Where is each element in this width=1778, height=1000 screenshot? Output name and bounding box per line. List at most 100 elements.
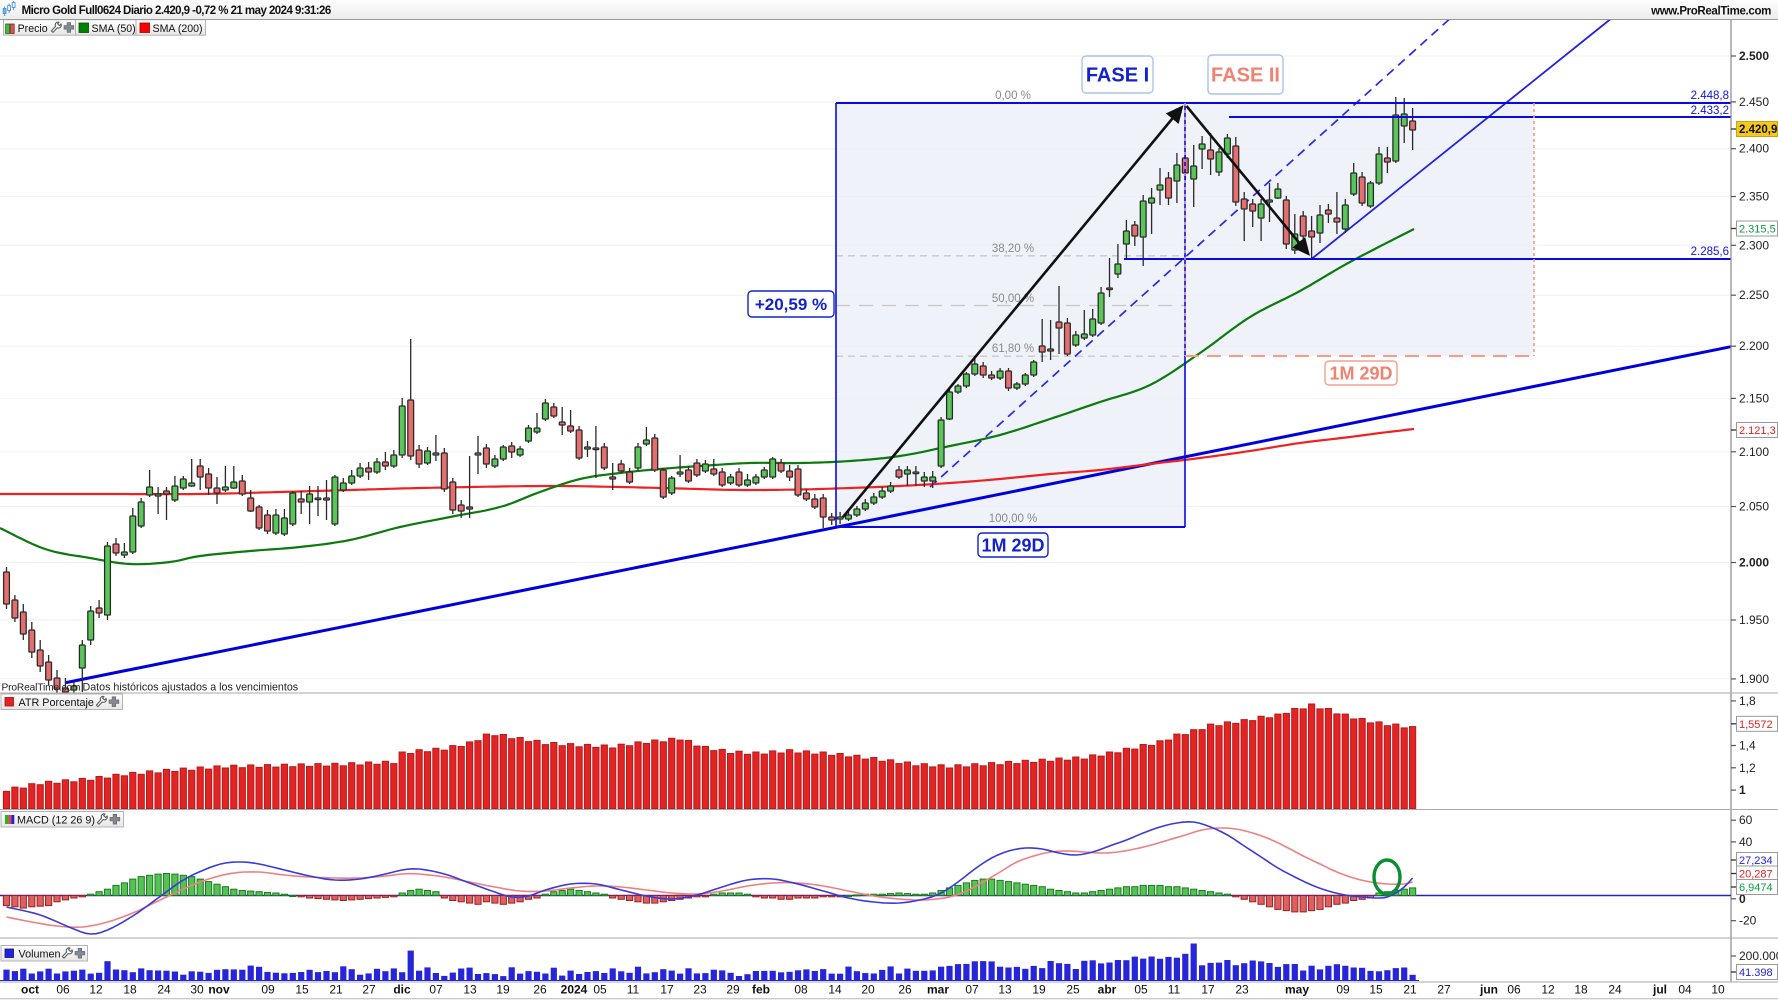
svg-text:Precio: Precio (18, 23, 48, 35)
svg-text:2.250: 2.250 (1739, 288, 1769, 302)
svg-text:1,8: 1,8 (1739, 694, 1756, 708)
svg-text:07: 07 (965, 983, 979, 997)
svg-text:23: 23 (693, 983, 707, 997)
svg-text:Volumen: Volumen (19, 948, 61, 960)
svg-text:2.400: 2.400 (1739, 142, 1769, 156)
svg-text:jun: jun (1479, 983, 1498, 997)
svg-text:2.433,2: 2.433,2 (1691, 105, 1729, 117)
svg-text:Datos históricos ajustados a l: Datos históricos ajustados a los vencimi… (83, 682, 299, 694)
svg-text:23: 23 (1235, 983, 1249, 997)
svg-text:2.450: 2.450 (1739, 95, 1769, 109)
svg-text:15: 15 (1369, 983, 1383, 997)
svg-text:SMA (50): SMA (50) (92, 23, 136, 35)
svg-text:19: 19 (496, 983, 510, 997)
svg-text:12: 12 (1541, 983, 1555, 997)
svg-text:07: 07 (429, 983, 443, 997)
svg-text:1,5572: 1,5572 (1739, 719, 1773, 731)
svg-text:2.000: 2.000 (1739, 556, 1769, 570)
svg-text:09: 09 (261, 983, 275, 997)
svg-text:1.950: 1.950 (1739, 613, 1769, 627)
svg-text:30: 30 (190, 983, 204, 997)
svg-text:13: 13 (998, 983, 1012, 997)
svg-text:0,00 %: 0,00 % (995, 90, 1031, 102)
svg-text:18: 18 (123, 983, 137, 997)
svg-text:38,20 %: 38,20 % (992, 243, 1034, 255)
svg-text:MACD (12 26 9): MACD (12 26 9) (17, 814, 95, 826)
svg-text:1,2: 1,2 (1739, 761, 1756, 775)
svg-text:11: 11 (1168, 983, 1181, 997)
svg-text:may: may (1285, 983, 1309, 997)
svg-text:2.350: 2.350 (1739, 190, 1769, 204)
svg-text:100,00 %: 100,00 % (989, 513, 1038, 525)
svg-text:15: 15 (295, 983, 309, 997)
svg-text:18: 18 (1574, 983, 1588, 997)
svg-text:www.ProRealTime.com: www.ProRealTime.com (1650, 6, 1771, 18)
svg-text:1,4: 1,4 (1739, 739, 1756, 753)
svg-text:26: 26 (898, 983, 912, 997)
svg-text:jul: jul (1652, 983, 1667, 997)
svg-text:09: 09 (1336, 983, 1350, 997)
svg-text:2.100: 2.100 (1739, 445, 1769, 459)
svg-text:25: 25 (1066, 983, 1080, 997)
svg-text:08: 08 (794, 983, 808, 997)
svg-text:mar: mar (927, 983, 949, 997)
svg-text:19: 19 (1032, 983, 1046, 997)
svg-text:200.000: 200.000 (1739, 949, 1778, 963)
svg-text:29: 29 (726, 983, 740, 997)
svg-text:05: 05 (593, 983, 607, 997)
svg-text:04: 04 (1678, 983, 1692, 997)
svg-text:20,287: 20,287 (1739, 869, 1773, 881)
svg-text:nov: nov (208, 983, 230, 997)
svg-text:06: 06 (56, 983, 70, 997)
svg-text:14: 14 (828, 983, 842, 997)
svg-text:2.200: 2.200 (1739, 339, 1769, 353)
svg-text:61,80 %: 61,80 % (992, 343, 1034, 355)
svg-text:50,00 %: 50,00 % (992, 293, 1034, 305)
svg-text:1M 29D: 1M 29D (981, 535, 1044, 555)
svg-text:12: 12 (89, 983, 103, 997)
svg-text:abr: abr (1098, 983, 1117, 997)
svg-text:10: 10 (1711, 983, 1725, 997)
svg-text:2.315,5: 2.315,5 (1739, 224, 1776, 236)
svg-text:2.300: 2.300 (1739, 238, 1769, 252)
svg-text:1M 29D: 1M 29D (1329, 363, 1392, 383)
svg-text:2024: 2024 (561, 983, 588, 997)
svg-text:27,234: 27,234 (1739, 855, 1773, 867)
svg-text:2.285,6: 2.285,6 (1691, 246, 1729, 258)
svg-text:24: 24 (157, 983, 171, 997)
svg-text:41.398: 41.398 (1739, 967, 1773, 979)
svg-text:oct: oct (21, 983, 39, 997)
svg-text:40: 40 (1739, 835, 1753, 849)
svg-text:27: 27 (362, 983, 376, 997)
svg-text:-20: -20 (1739, 914, 1757, 928)
svg-text:17: 17 (1201, 983, 1215, 997)
svg-text:0: 0 (1739, 892, 1746, 906)
svg-text:27: 27 (1437, 983, 1451, 997)
svg-text:dic: dic (393, 983, 411, 997)
svg-text:6,9474: 6,9474 (1739, 882, 1773, 894)
svg-text:2.050: 2.050 (1739, 500, 1769, 514)
svg-text:21: 21 (1403, 983, 1417, 997)
svg-text:+20,59 %: +20,59 % (755, 295, 827, 314)
svg-text:FASE II: FASE II (1211, 65, 1280, 87)
svg-text:26: 26 (533, 983, 547, 997)
svg-text:05: 05 (1134, 983, 1148, 997)
svg-text:24: 24 (1608, 983, 1622, 997)
svg-text:17: 17 (660, 983, 674, 997)
svg-text:21: 21 (329, 983, 343, 997)
svg-text:ATR Porcentaje: ATR Porcentaje (19, 697, 94, 709)
svg-text:feb: feb (752, 983, 770, 997)
svg-text:2.121,3: 2.121,3 (1739, 425, 1776, 437)
svg-text:60: 60 (1739, 813, 1753, 827)
svg-text:Micro Gold Full0624 Diario 2.4: Micro Gold Full0624 Diario 2.420,9 -0,72… (22, 5, 331, 17)
svg-text:2.150: 2.150 (1739, 391, 1769, 405)
svg-text:SMA (200): SMA (200) (153, 23, 203, 35)
svg-text:13: 13 (463, 983, 477, 997)
svg-text:06: 06 (1507, 983, 1521, 997)
svg-text:11: 11 (627, 983, 640, 997)
svg-text:2.500: 2.500 (1739, 49, 1769, 63)
svg-text:20: 20 (861, 983, 875, 997)
svg-text:2.420,9: 2.420,9 (1739, 124, 1777, 136)
svg-text:2.448,8: 2.448,8 (1691, 90, 1729, 102)
svg-text:1.900: 1.900 (1739, 672, 1769, 686)
